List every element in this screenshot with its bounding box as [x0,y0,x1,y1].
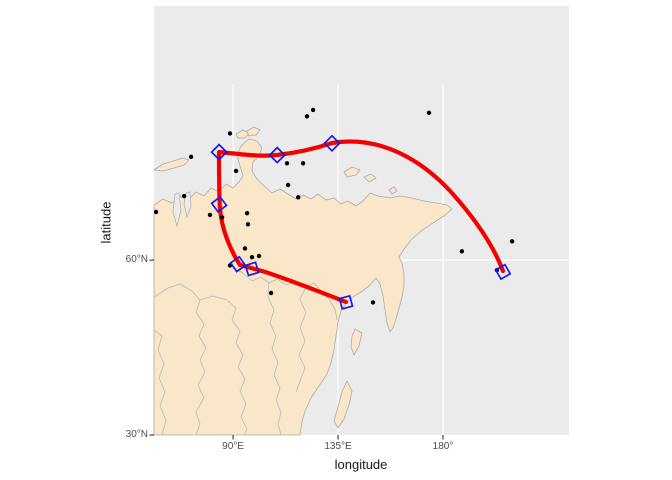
data-point [284,161,290,166]
map-region-border [267,282,282,436]
data-point [370,300,376,305]
map-land [153,157,190,172]
data-point [509,239,515,244]
migration-track [216,139,506,305]
waypoint-diamond [210,143,228,161]
data-point [153,209,159,215]
waypoint-diamond [229,255,247,273]
data-point [459,249,465,254]
map-land [350,328,363,356]
waypoint-diamond [210,195,228,213]
y-tick-label: 60°N [125,254,148,266]
map-region-border [313,282,338,321]
x-tick-label: 180° [432,441,454,452]
map-land [246,126,261,137]
map-region-border [167,283,207,436]
data-point [296,195,301,200]
data-point [233,168,239,174]
map-land [333,380,353,429]
data-point [219,215,225,220]
data-point [285,182,291,188]
data-point [242,246,248,251]
data-point [426,110,432,116]
map-region-border [153,329,167,436]
map-land [363,173,377,183]
map-land [388,186,398,195]
map-inlet [172,192,182,228]
data-point [256,253,262,259]
data-point [300,161,306,166]
waypoint-diamond [323,134,341,153]
data-point [245,222,251,227]
data-point [181,193,187,199]
waypoint-diamond [338,294,354,310]
data-point [188,154,194,159]
map-inlet [183,191,192,219]
x-tick-label: 135°E [324,441,352,452]
map-land [343,166,361,178]
data-point [304,114,310,119]
data-point [249,255,255,260]
waypoint-diamond [268,146,286,164]
x-axis-title: longitude [334,457,388,472]
map-land [235,129,250,139]
data-point [207,212,213,218]
map-region-border [153,287,169,298]
data-point [244,211,250,216]
data-point [310,107,316,113]
map-region-border [295,286,307,393]
data-point [227,131,233,136]
y-tick-label: 30°N [125,429,148,440]
x-tick-label: 90°E [222,441,244,452]
waypoint-diamond [494,263,512,281]
data-point [268,290,274,296]
map-region-border [199,295,248,436]
waypoint-diamond [244,261,260,277]
